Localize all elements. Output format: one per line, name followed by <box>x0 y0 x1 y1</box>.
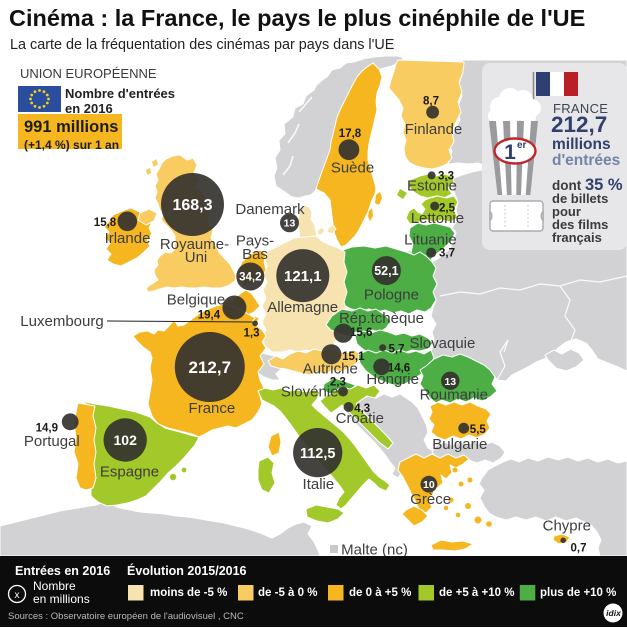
svg-text:212,7: 212,7 <box>189 358 232 377</box>
svg-text:Bas: Bas <box>242 246 268 263</box>
svg-text:Italie: Italie <box>303 476 335 493</box>
svg-text:Estonie: Estonie <box>407 178 457 195</box>
svg-text:4,3: 4,3 <box>354 403 370 415</box>
svg-text:52,1: 52,1 <box>374 264 398 278</box>
svg-text:Suède: Suède <box>331 160 374 177</box>
svg-text:idix: idix <box>606 608 622 618</box>
svg-text:Uni: Uni <box>185 249 208 266</box>
svg-text:Royaume-: Royaume- <box>160 236 229 253</box>
svg-text:Allemagne: Allemagne <box>267 299 338 316</box>
svg-text:5,5: 5,5 <box>470 424 487 436</box>
svg-text:Croatie: Croatie <box>336 410 384 427</box>
svg-text:Chypre: Chypre <box>543 518 591 535</box>
svg-text:Slovénie: Slovénie <box>281 384 339 401</box>
svg-text:168,3: 168,3 <box>172 197 212 214</box>
svg-text:19,4: 19,4 <box>198 310 221 322</box>
svg-text:15,8: 15,8 <box>94 217 117 229</box>
svg-text:15,1: 15,1 <box>342 351 365 363</box>
svg-text:14,6: 14,6 <box>388 363 410 375</box>
svg-text:34,2: 34,2 <box>239 272 261 284</box>
svg-text:1,3: 1,3 <box>244 328 260 340</box>
svg-text:Bulgarie: Bulgarie <box>432 436 487 453</box>
svg-text:Malte (nc): Malte (nc) <box>341 542 408 559</box>
svg-text:8,7: 8,7 <box>423 96 439 108</box>
svg-text:Roumanie: Roumanie <box>420 387 488 404</box>
svg-text:15,6: 15,6 <box>350 327 372 339</box>
svg-text:13: 13 <box>444 376 456 388</box>
svg-text:17,8: 17,8 <box>339 128 362 140</box>
svg-text:5,7: 5,7 <box>389 344 405 356</box>
svg-text:Lettonie: Lettonie <box>411 210 464 227</box>
svg-text:2,3: 2,3 <box>330 377 346 389</box>
svg-text:Luxembourg: Luxembourg <box>20 313 103 330</box>
svg-text:x: x <box>15 590 20 601</box>
svg-text:13: 13 <box>284 218 296 230</box>
svg-text:Rép.tchèque: Rép.tchèque <box>339 310 424 327</box>
svg-text:10: 10 <box>423 479 435 491</box>
svg-text:3,3: 3,3 <box>438 171 454 183</box>
svg-text:Belgique: Belgique <box>167 292 225 309</box>
svg-text:121,1: 121,1 <box>284 268 322 285</box>
svg-text:1: 1 <box>504 141 516 164</box>
svg-text:0,7: 0,7 <box>571 543 587 555</box>
svg-text:2,5: 2,5 <box>439 203 456 215</box>
svg-text:Espagne: Espagne <box>100 464 159 481</box>
svg-text:Hongrie: Hongrie <box>366 371 419 388</box>
svg-text:102: 102 <box>114 432 138 448</box>
svg-text:Portugal: Portugal <box>24 433 80 450</box>
svg-text:Irlande: Irlande <box>105 230 151 247</box>
svg-text:France: France <box>189 400 236 417</box>
svg-text:Autriche: Autriche <box>303 361 358 378</box>
svg-text:er: er <box>517 140 527 151</box>
svg-text:Lituanie: Lituanie <box>404 232 457 249</box>
svg-text:Grèce: Grèce <box>410 491 451 508</box>
svg-text:Pays-: Pays- <box>236 233 274 250</box>
svg-text:3,7: 3,7 <box>439 248 455 260</box>
svg-text:Slovaquie: Slovaquie <box>409 335 475 352</box>
svg-text:14,9: 14,9 <box>36 423 58 435</box>
svg-text:Pologne: Pologne <box>364 287 419 304</box>
svg-text:112,5: 112,5 <box>300 446 336 462</box>
svg-text:Finlande: Finlande <box>405 121 463 138</box>
svg-text:Danemark: Danemark <box>235 201 305 218</box>
